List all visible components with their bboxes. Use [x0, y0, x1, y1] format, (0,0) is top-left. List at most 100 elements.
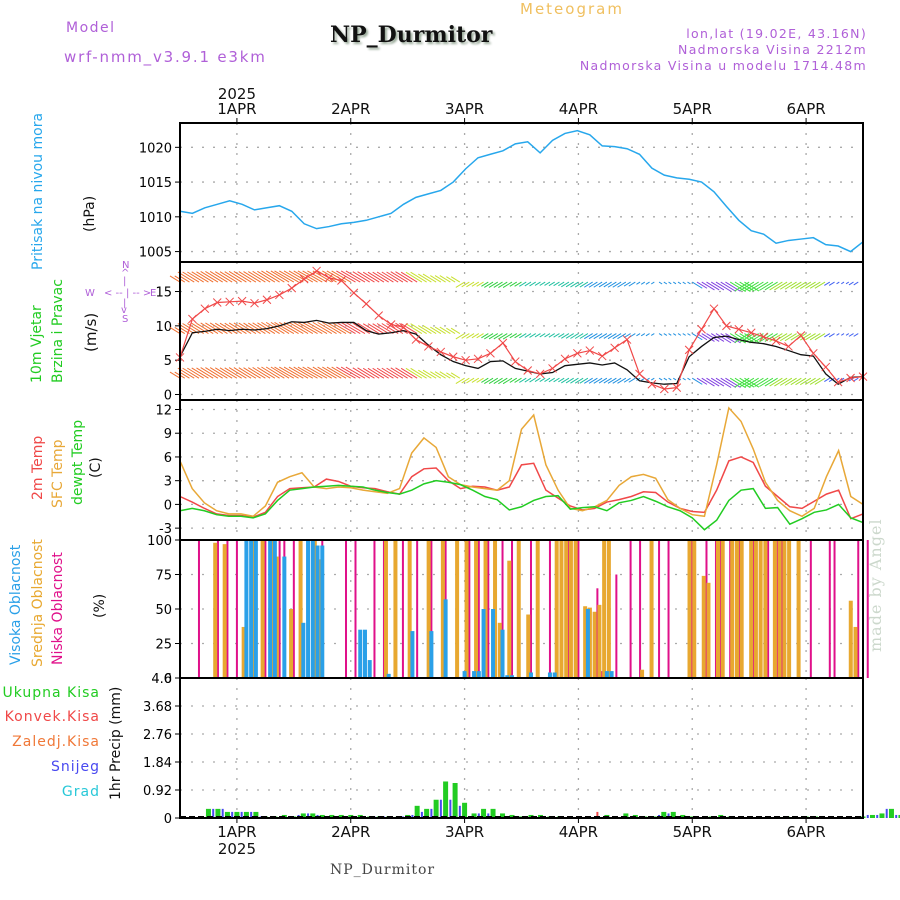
wind-arrow: [224, 322, 242, 335]
gust-marker-stroke: [722, 321, 731, 331]
wind-arrow: [446, 276, 456, 283]
year-label-top: 2025: [218, 85, 256, 103]
wind-arrow: [734, 281, 751, 293]
precip-bar: [329, 814, 335, 818]
cloud-bar-high: [585, 609, 590, 678]
cloud-bar-mid: [763, 540, 768, 678]
wind-arrow: [553, 377, 560, 383]
wind-arrow: [561, 281, 570, 288]
wind-arrow: [677, 281, 682, 285]
gust-marker-stroke: [225, 297, 235, 307]
elevation-label: Nadmorska Visina 2212m: [678, 42, 867, 57]
wind-arrow: [800, 377, 812, 386]
panel-frame: [179, 261, 864, 401]
wind-arrow: [400, 323, 418, 335]
wind-arrow: [650, 281, 655, 285]
wind-arrow: [720, 377, 737, 388]
wind-arrow: [593, 281, 603, 288]
gust-marker-stroke: [436, 347, 446, 357]
wind-arrow: [261, 366, 280, 379]
cloud-bar-mid: [213, 542, 218, 678]
wind-arrow: [558, 333, 565, 338]
cloud-bar-mid: [554, 540, 559, 678]
gust-marker: [486, 348, 495, 358]
wind-arrow: [265, 321, 285, 335]
wind-arrow: [471, 333, 480, 339]
gust-marker-stroke: [188, 314, 197, 324]
gust-marker-stroke: [808, 348, 818, 358]
gust-marker-stroke: [461, 355, 470, 365]
wind-arrow: [182, 367, 200, 379]
wind-arrow: [584, 333, 593, 340]
gust-marker: [573, 348, 582, 358]
gust-marker-stroke: [274, 290, 284, 300]
cloud-bar-low: [615, 574, 618, 678]
wind-arrow: [544, 377, 551, 382]
wind-arrow: [410, 367, 427, 379]
cloud-bar-low: [639, 540, 642, 678]
cloud-bar-high: [604, 671, 609, 678]
wind-arrow: [312, 270, 333, 283]
cloud-bar-high: [472, 671, 477, 678]
precip-bar: [490, 808, 496, 818]
wind-arrow: [345, 270, 366, 283]
gust-marker: [473, 354, 483, 364]
cloud-bar-mid: [455, 540, 460, 678]
wind-arrow: [502, 333, 513, 340]
cloud-bar-low: [487, 540, 490, 678]
wind-arrow: [461, 281, 470, 288]
cloud-bar-high: [609, 671, 614, 678]
cloud-bar-low: [292, 540, 295, 678]
precip-bar: [866, 814, 869, 818]
wind-arrow: [283, 366, 304, 379]
wind-arrow: [233, 367, 252, 379]
cloud-bar-mid: [526, 614, 531, 678]
gust-marker-stroke: [560, 354, 570, 364]
gust-marker-stroke: [585, 346, 595, 355]
wind-arrow: [836, 333, 840, 336]
wind-arrow: [362, 323, 380, 335]
cloud-bar-mid: [848, 600, 853, 678]
cloud-bar-mid: [692, 540, 697, 678]
wind-arrow: [372, 323, 389, 335]
wind-arrow: [607, 281, 617, 288]
precip-bar: [443, 781, 449, 818]
wind-arrow: [471, 377, 480, 383]
wind-arrow: [784, 333, 797, 342]
wind-arrow: [623, 333, 631, 339]
wind-arrow: [841, 377, 845, 381]
wind-arrow: [214, 322, 233, 335]
wind-arrow: [293, 270, 314, 283]
compass-line-n: |: [123, 276, 127, 287]
wind-arrow: [169, 275, 181, 283]
cloud-bar-high: [253, 540, 258, 678]
gust-marker-stroke: [498, 338, 508, 348]
wind-arrow-row: [169, 366, 859, 389]
wind-arrow: [841, 281, 845, 285]
wind-arrow: [598, 281, 608, 288]
ytick-label: 6: [164, 451, 172, 466]
wind-arrow: [841, 333, 845, 336]
wind-arrow: [243, 322, 261, 335]
cloud-bar-mid: [568, 540, 573, 678]
gust-marker: [597, 351, 607, 361]
wind-arrow: [617, 333, 627, 340]
panel-frame: [179, 677, 864, 819]
wind-arrow: [307, 321, 328, 335]
x-tick-bottom-label: 2APR: [331, 823, 370, 841]
wind-arrow: [845, 333, 850, 336]
wind-arrow: [524, 377, 532, 383]
wind-arrow: [663, 333, 668, 336]
wind-arrow: [574, 333, 584, 339]
wind-arrow: [553, 281, 560, 287]
gust-marker: [274, 290, 284, 300]
wind-arrow: [663, 377, 668, 381]
wind-arrow: [326, 366, 347, 379]
panel-pressure: 1005 1010 1015 1020: [139, 122, 864, 263]
gust-marker: [225, 297, 235, 307]
wind-arrow: [612, 281, 622, 288]
cloud-bar-mid: [739, 540, 744, 678]
wind-arrow: [386, 271, 404, 283]
wind-arrow: [769, 281, 783, 291]
wind-arrow: [544, 281, 551, 286]
